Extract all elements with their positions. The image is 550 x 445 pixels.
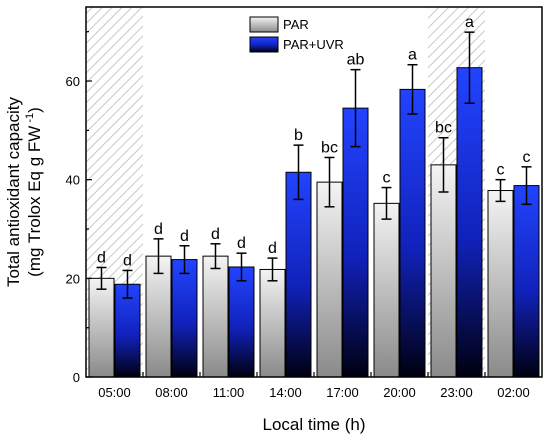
sig-label-par-23:00: bc xyxy=(435,120,452,137)
sig-label-par-14:00: d xyxy=(268,240,277,257)
y-axis-title-exponent: -1 xyxy=(24,113,36,126)
sig-label-par-05:00: d xyxy=(97,249,106,266)
sig-label-uvr-17:00: ab xyxy=(347,52,365,69)
sig-label-uvr-11:00: d xyxy=(237,235,246,252)
legend-label-uvr: PAR+UVR xyxy=(283,37,344,52)
sig-label-par-20:00: c xyxy=(383,170,391,187)
error-bars-group xyxy=(96,31,532,299)
bar-uvr-17:00 xyxy=(342,107,369,378)
sig-label-uvr-08:00: d xyxy=(180,228,189,245)
y-axis-title-line1: Total antioxidant capacity xyxy=(4,97,23,287)
legend-label-par: PAR xyxy=(283,17,309,32)
y-axis: 0 20 40 60 xyxy=(66,31,92,385)
sig-label-par-02:00: c xyxy=(497,162,505,179)
x-tick-label-02:00: 02:00 xyxy=(497,385,530,400)
x-axis-title: Local time (h) xyxy=(263,415,366,434)
x-tick-label-05:00: 05:00 xyxy=(98,385,131,400)
bar-par-17:00 xyxy=(316,181,343,378)
bar-uvr-20:00 xyxy=(399,88,426,378)
bar-uvr-08:00 xyxy=(171,259,198,378)
x-tick-label-17:00: 17:00 xyxy=(326,385,359,400)
x-tick-label-11:00: 11:00 xyxy=(213,385,245,400)
bar-par-20:00 xyxy=(373,202,400,378)
sig-label-uvr-20:00: a xyxy=(408,47,417,64)
y-axis-title: Total antioxidant capacity (mg Trolox Eq… xyxy=(4,97,44,287)
bar-uvr-02:00 xyxy=(513,185,540,378)
y-tick-label-20: 20 xyxy=(66,271,80,286)
x-tick-label-14:00: 14:00 xyxy=(269,385,302,400)
sig-label-par-08:00: d xyxy=(154,221,163,238)
y-axis-title-close: ) xyxy=(25,107,44,113)
x-tick-label-08:00: 08:00 xyxy=(155,385,188,400)
y-tick-label-60: 60 xyxy=(66,74,80,89)
bar-par-02:00 xyxy=(487,190,514,378)
bar-par-14:00 xyxy=(259,268,286,378)
bar-uvr-11:00 xyxy=(228,266,255,378)
legend-swatch-par xyxy=(249,16,279,33)
bar-uvr-14:00 xyxy=(285,171,312,378)
x-axis: 05:00 08:00 11:00 14:00 17:00 20:00 23:00 02:00 xyxy=(98,372,530,400)
x-tick-label-23:00: 23:00 xyxy=(440,385,473,400)
bar-par-23:00 xyxy=(430,164,457,378)
sig-label-par-17:00: bc xyxy=(321,139,338,156)
bar-par-05:00 xyxy=(88,277,115,378)
sig-label-uvr-23:00: a xyxy=(465,14,474,31)
sig-label-uvr-05:00: d xyxy=(123,252,132,269)
sig-label-uvr-14:00: b xyxy=(294,127,303,144)
bar-par-11:00 xyxy=(202,255,229,378)
legend: PAR PAR+UVR xyxy=(249,16,344,53)
sig-label-par-11:00: d xyxy=(211,226,220,243)
legend-swatch-uvr xyxy=(249,36,279,53)
y-tick-label-0: 0 xyxy=(73,370,80,385)
bar-uvr-23:00 xyxy=(456,67,483,378)
y-axis-title-line2: (mg Trolox Eq g FW -1) xyxy=(24,107,44,277)
x-tick-label-20:00: 20:00 xyxy=(383,385,416,400)
bar-par-08:00 xyxy=(145,255,172,378)
y-tick-label-40: 40 xyxy=(66,173,80,188)
y-axis-title-unit: (mg Trolox Eq g FW xyxy=(25,126,44,277)
sig-label-uvr-02:00: c xyxy=(523,149,531,166)
